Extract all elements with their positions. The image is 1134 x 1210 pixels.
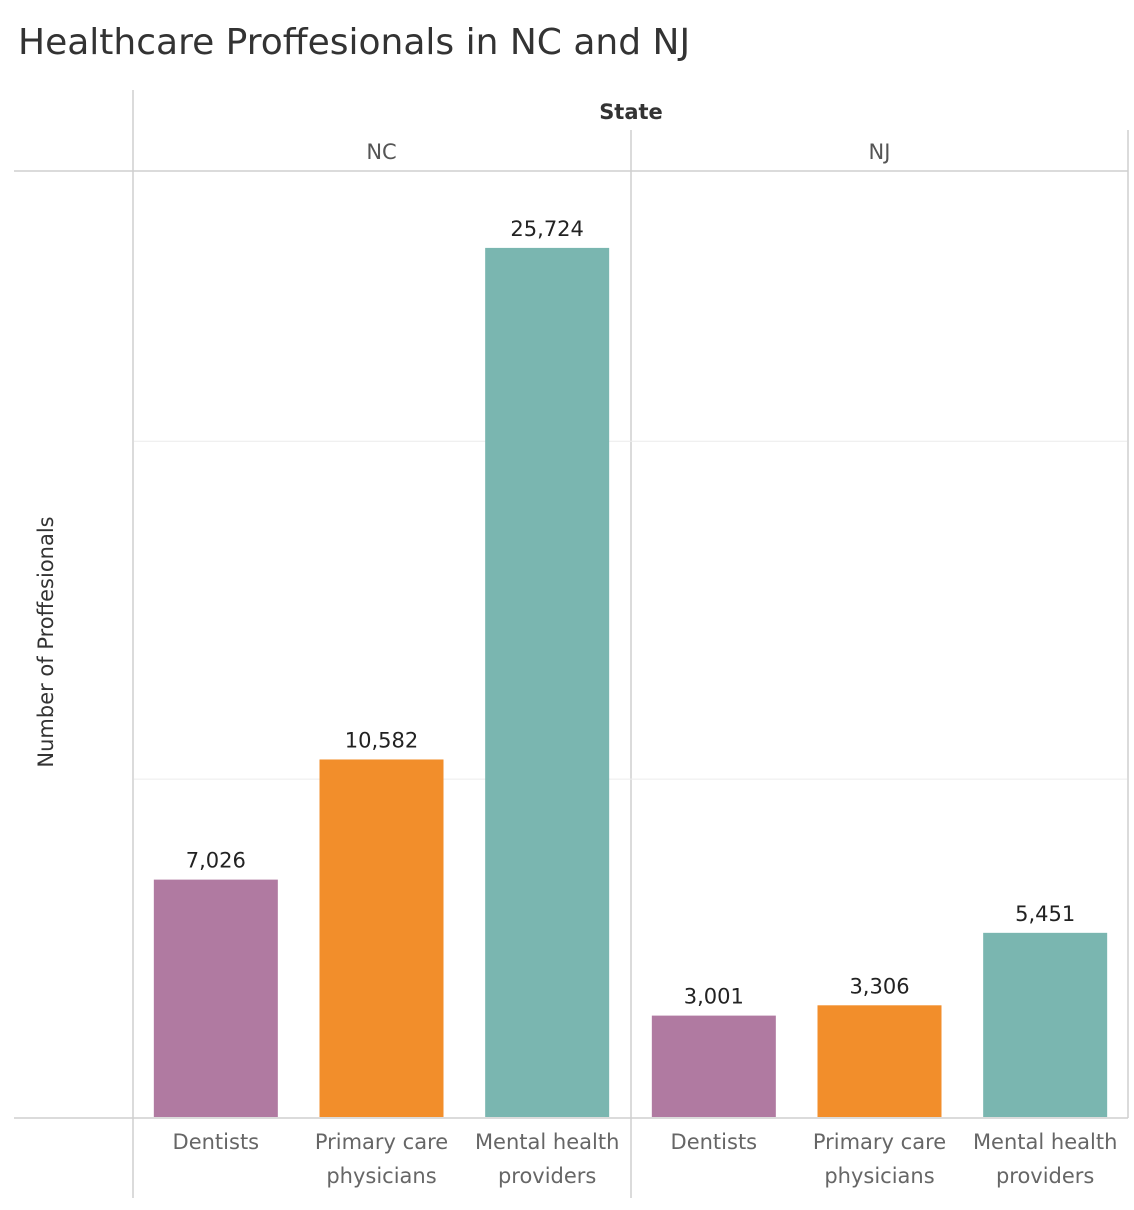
panel-nj: NJ 3,001 Dentists 3,306 Primary care physicia… (651, 140, 1117, 1188)
x-tick-label: Primary care physicians (813, 1130, 946, 1188)
data-label: 25,724 (510, 217, 583, 241)
data-label: 3,306 (849, 974, 909, 998)
chart-title: Healthcare Proffesionals in NC and NJ (18, 22, 691, 63)
bar-nc-mental-health-providers[interactable] (485, 247, 610, 1117)
bar-nc-primary-care-physicians[interactable] (319, 759, 444, 1117)
column-header: State (599, 100, 663, 124)
data-label: 5,451 (1015, 902, 1075, 926)
x-tick-label: Dentists (173, 1130, 260, 1154)
chart-panels: NC 7,026 Dentists 10,582 Primary care physici… (153, 140, 1117, 1188)
chart-frame (14, 90, 1129, 1198)
data-label: 10,582 (345, 728, 418, 752)
bar-nj-dentists[interactable] (651, 1015, 776, 1117)
x-tick-label: Mental health providers (475, 1130, 619, 1188)
x-tick-label: Dentists (671, 1130, 758, 1154)
x-tick-label: Mental health providers (973, 1130, 1117, 1188)
panel-header-nj: NJ (869, 140, 891, 164)
x-tick-label: Primary care physicians (315, 1130, 448, 1188)
data-label: 3,001 (684, 985, 744, 1009)
bar-nj-primary-care-physicians[interactable] (817, 1005, 942, 1117)
gridlines (134, 440, 1127, 780)
panel-nc: NC 7,026 Dentists 10,582 Primary care physici… (153, 140, 619, 1188)
data-label: 7,026 (186, 849, 246, 873)
bar-nc-dentists[interactable] (153, 879, 278, 1117)
panel-header-nc: NC (366, 140, 396, 164)
y-axis-label: Number of Proffesionals (34, 516, 58, 767)
bar-nj-mental-health-providers[interactable] (983, 932, 1108, 1117)
